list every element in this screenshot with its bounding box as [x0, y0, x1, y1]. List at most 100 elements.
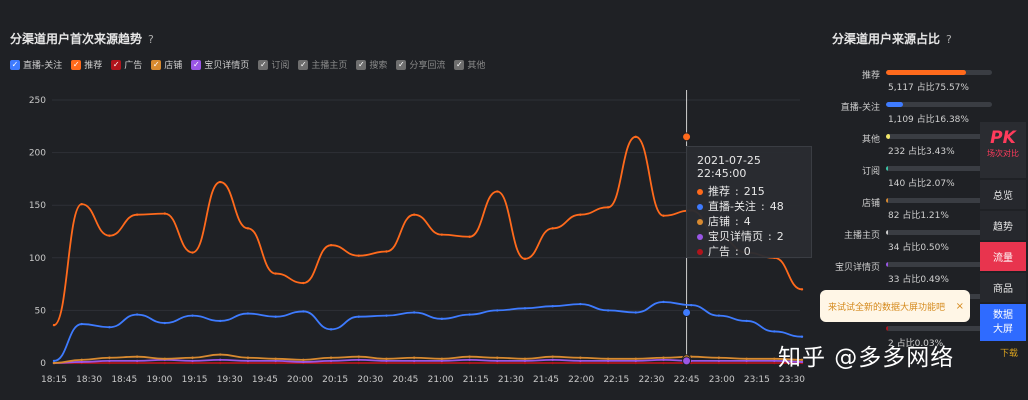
x-tick-label: 22:15 [603, 375, 629, 385]
data-point [163, 321, 167, 325]
data-point [246, 356, 250, 359]
nav-item[interactable]: 总览 [980, 180, 1026, 209]
data-point [108, 359, 111, 363]
data-point [246, 312, 250, 315]
share-value: 140 占比2.07% [888, 179, 955, 189]
data-point [385, 314, 388, 317]
legend-item[interactable]: ✓ 推荐 [71, 58, 102, 71]
data-point [357, 315, 360, 318]
data-point [606, 361, 610, 365]
checkbox-icon: ✓ [151, 59, 162, 70]
data-point [634, 359, 637, 363]
share-bar [886, 198, 992, 203]
x-tick-label: 19:15 [182, 375, 208, 385]
share-label: 其他 [861, 135, 880, 145]
data-point [662, 300, 665, 304]
legend-item[interactable]: ✓ 订阅 [258, 58, 289, 71]
data-point [412, 311, 416, 314]
data-point [302, 360, 305, 364]
data-point [662, 358, 665, 362]
data-point [385, 359, 388, 363]
x-tick-label: 21:00 [428, 375, 454, 385]
share-value: 1,109 占比16.38% [888, 115, 969, 125]
trend-title-text: 分渠道用户首次来源趋势 [10, 32, 143, 46]
help-icon[interactable]: ? [946, 33, 952, 46]
share-value: 33 占比0.49% [888, 275, 949, 285]
data-point [385, 250, 388, 253]
legend-item[interactable]: ✓ 搜索 [356, 58, 387, 71]
x-tick-label: 23:00 [709, 375, 735, 385]
nav-label: 趋势 [993, 222, 1013, 233]
share-bar-fill [886, 326, 888, 331]
data-point [468, 358, 471, 362]
data-point [634, 357, 637, 360]
nav-item[interactable]: 趋势 [980, 211, 1026, 240]
data-point [523, 257, 527, 261]
data-point [496, 356, 499, 359]
legend-item[interactable]: ✓ 宝贝详情页 [191, 58, 249, 71]
data-point [496, 309, 499, 312]
data-point [551, 355, 554, 358]
right-side-nav: PK 场次对比 总览趋势流量商品 数据 大屏 [980, 122, 1026, 341]
data-point [717, 361, 721, 365]
x-tick-label: 19:30 [217, 375, 243, 385]
data-point [523, 307, 527, 310]
data-point [219, 358, 222, 362]
series-line [53, 358, 803, 364]
data-point [440, 361, 444, 365]
series-dot-icon [697, 218, 703, 225]
tooltip-colon: : [760, 200, 765, 213]
legend-item[interactable]: ✓ 分享回流 [396, 58, 445, 71]
share-label: 直播-关注 [840, 103, 880, 113]
data-point [135, 213, 139, 216]
x-tick-label: 18:30 [76, 375, 102, 385]
data-point [800, 358, 804, 362]
data-point [523, 357, 527, 360]
y-tick-label: 250 [29, 96, 46, 106]
data-point [773, 330, 776, 333]
download-link[interactable]: 下载 [1000, 349, 1019, 359]
nav-label: 流量 [993, 253, 1013, 264]
data-point [385, 361, 388, 365]
legend-label: 其他 [467, 61, 486, 71]
legend-label: 广告 [124, 61, 143, 71]
close-icon[interactable]: × [955, 300, 964, 312]
hover-marker [682, 356, 692, 366]
checkbox-icon: ✓ [258, 59, 269, 70]
tooltip-label: 宝贝详情页 [708, 230, 763, 243]
data-screen-label-1: 数据 [993, 309, 1013, 321]
share-bar [886, 102, 992, 107]
share-item: 2 占比0.03% [828, 322, 1028, 352]
data-point [634, 311, 637, 314]
tooltip-colon: : [735, 215, 739, 228]
data-screen-button[interactable]: 数据 大屏 [980, 304, 1026, 341]
legend-label: 推荐 [84, 61, 103, 71]
nav-item[interactable]: 商品 [980, 273, 1026, 302]
promo-text: 来试试全新的数据大屏功能吧 [828, 302, 946, 313]
data-point [496, 359, 499, 363]
promo-bubble[interactable]: 来试试全新的数据大屏功能吧 × [820, 290, 970, 322]
trend-line-chart[interactable]: 0 50 100 150 200 250 18:15 18:30 18:45 19:00 19:15… [0, 90, 815, 390]
legend-item[interactable]: ✓ 广告 [111, 58, 142, 71]
legend-item[interactable]: ✓ 直播-关注 [10, 58, 62, 71]
data-point [745, 361, 748, 365]
data-point [496, 190, 499, 193]
data-point [412, 359, 416, 363]
data-point [329, 361, 333, 365]
help-icon[interactable]: ? [148, 33, 154, 46]
legend-item[interactable]: ✓ 主播主页 [298, 58, 347, 71]
share-bar-fill [886, 134, 890, 139]
share-value: 34 占比0.50% [888, 243, 949, 253]
legend-item[interactable]: ✓ 其他 [454, 58, 485, 71]
tooltip-value: 4 [743, 215, 751, 228]
nav-item[interactable]: 流量 [980, 242, 1026, 271]
data-screen-label-2: 大屏 [993, 323, 1013, 335]
pk-button[interactable]: PK 场次对比 [980, 122, 1026, 178]
y-tick-label: 0 [40, 359, 46, 369]
share-item: 其他 232 占比3.43% [828, 130, 1028, 160]
legend-item[interactable]: ✓ 店铺 [151, 58, 182, 71]
data-point [412, 356, 416, 359]
data-point [302, 281, 305, 285]
y-tick-label: 200 [29, 149, 46, 159]
trend-panel-title: 分渠道用户首次来源趋势? [10, 30, 154, 47]
